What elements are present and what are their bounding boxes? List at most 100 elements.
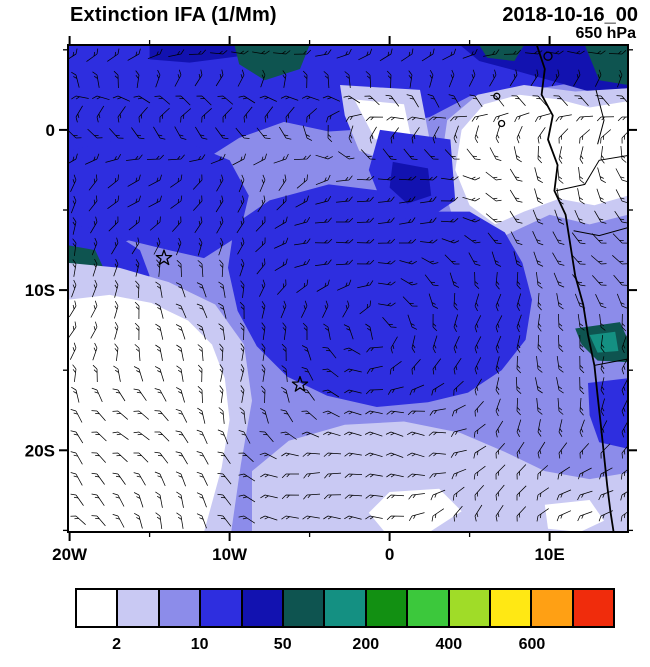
wind-barb	[473, 465, 486, 480]
wind-barb	[398, 176, 417, 181]
wind-barb	[516, 441, 525, 459]
wind-barb	[302, 70, 308, 89]
wind-barb	[175, 430, 189, 444]
wind-barb	[558, 442, 568, 459]
wind-barb	[421, 48, 435, 62]
wind-barb	[532, 209, 544, 225]
wind-barb	[314, 217, 332, 224]
contour-region	[584, 45, 628, 85]
wind-barb	[259, 452, 277, 460]
wind-barb	[256, 127, 271, 139]
wind-barb	[274, 237, 289, 249]
wind-barb	[155, 512, 163, 529]
wind-barb	[386, 70, 392, 89]
wind-barb	[176, 365, 184, 382]
wind-barb	[301, 95, 320, 101]
wind-barb	[407, 314, 418, 330]
wind-barb	[261, 343, 266, 361]
wind-barb	[385, 94, 400, 107]
wind-barb	[111, 237, 119, 255]
colorbar-box	[75, 588, 119, 628]
wind-barb	[133, 366, 144, 382]
wind-barb	[88, 174, 98, 191]
wind-barb	[108, 216, 119, 232]
wind-barbs-layer	[68, 48, 628, 529]
wind-barb	[613, 274, 628, 286]
wind-barb	[133, 492, 144, 508]
wind-barb	[155, 302, 164, 319]
wind-barb	[167, 154, 185, 161]
wind-barb	[219, 343, 224, 362]
colorbar-tick-label: 600	[518, 636, 546, 653]
wind-barb	[282, 322, 287, 340]
wind-barb	[356, 217, 374, 223]
wind-barb	[408, 512, 425, 521]
contour-region	[68, 294, 230, 532]
wind-barb	[466, 148, 481, 160]
wind-barb	[513, 146, 522, 163]
wind-barb	[356, 259, 375, 265]
wind-barb	[281, 452, 299, 457]
wind-barb	[134, 344, 141, 362]
wind-barb	[69, 342, 77, 360]
wind-barb	[595, 95, 610, 107]
wind-barb	[259, 515, 278, 521]
wind-barb	[537, 292, 542, 311]
wind-barb	[495, 484, 505, 501]
wind-barb	[474, 271, 480, 289]
contour-region	[149, 45, 240, 63]
wind-barb	[444, 149, 460, 160]
wind-barb	[596, 188, 607, 204]
wind-barb	[273, 50, 291, 55]
wind-barb	[532, 95, 547, 106]
wind-barb	[196, 513, 207, 529]
x-tick-label: 10W	[212, 545, 248, 564]
colorbar-tick-label: 2	[112, 636, 121, 653]
wind-barb	[197, 364, 203, 383]
wind-barb	[576, 115, 594, 122]
wind-barb	[113, 70, 119, 89]
wind-barb	[255, 237, 266, 253]
wind-barb	[474, 485, 484, 501]
wind-barb	[114, 301, 119, 319]
wind-barb	[154, 95, 171, 105]
wind-barb	[70, 195, 77, 214]
wind-barb	[175, 451, 188, 465]
wind-barb	[219, 259, 224, 278]
wind-barb	[621, 445, 628, 459]
wind-barb	[621, 335, 627, 354]
wind-barb	[237, 69, 245, 87]
wind-barb	[315, 49, 332, 57]
wind-barb	[534, 188, 543, 205]
wind-barb	[432, 358, 442, 375]
wind-barb	[259, 174, 266, 193]
country-border	[573, 227, 628, 237]
wind-barb	[153, 237, 161, 255]
wind-barb	[382, 148, 397, 160]
wind-barb	[293, 49, 312, 55]
wind-barb	[453, 314, 459, 332]
wind-barb	[442, 48, 457, 61]
wind-barb	[344, 452, 362, 457]
x-tick-label: 0	[385, 545, 394, 564]
contour-region	[479, 45, 524, 61]
wind-barb	[196, 282, 207, 298]
wind-barb	[239, 258, 245, 277]
wind-barb	[260, 494, 278, 499]
colorbar-box	[447, 588, 491, 628]
wind-barb	[196, 471, 208, 486]
wind-barb	[112, 493, 125, 507]
wind-barb	[511, 95, 526, 107]
wind-barb	[196, 95, 212, 106]
wind-barb	[429, 472, 446, 479]
colorbar-box	[488, 588, 533, 628]
wind-barb	[109, 128, 124, 139]
wind-barb	[473, 445, 487, 459]
wind-barb	[615, 168, 628, 182]
wind-barb	[382, 316, 397, 328]
wind-barb	[238, 174, 245, 193]
wind-barb	[357, 280, 374, 289]
wind-barb	[194, 126, 208, 140]
wind-barb	[112, 388, 126, 402]
wind-barb	[464, 234, 481, 244]
